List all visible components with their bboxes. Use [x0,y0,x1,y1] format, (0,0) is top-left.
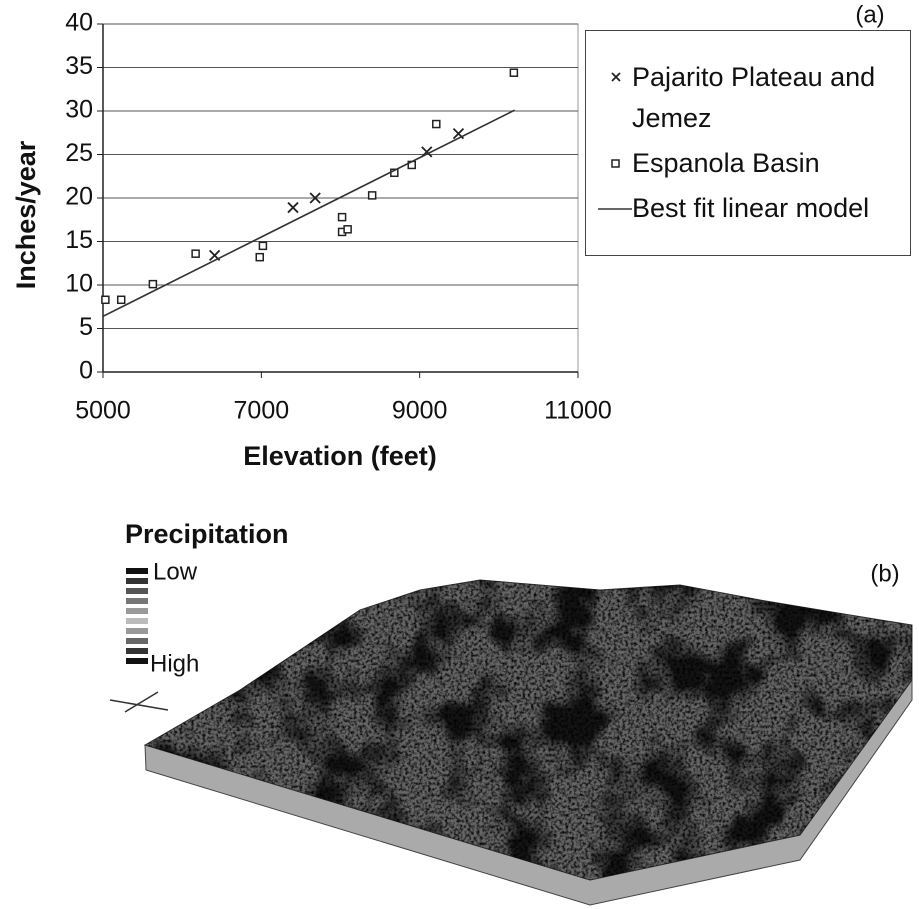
point-square [367,191,377,200]
point-x [309,192,321,204]
point-square [509,68,519,77]
x-tick-label: 9000 [392,397,448,425]
legend: Pajarito Plateau and Jemez Espanola Basin… [585,30,911,256]
y-tick-label: 15 [65,226,93,254]
point-square [101,295,110,305]
legend-symbol [611,72,621,82]
x-tick-label: 5000 [75,397,131,425]
legend-label: Espanola Basin [632,148,820,178]
precip-scale [126,568,148,664]
compass [109,691,169,713]
point-square [116,295,126,305]
x-tick-label: 11000 [544,397,612,425]
y-tick-label: 20 [65,183,93,211]
legend-square [611,159,620,168]
y-tick-label: 10 [65,270,93,298]
y-tick-label: 40 [65,9,93,37]
x-tick-label: 7000 [234,397,290,425]
legend-symbol [598,208,632,210]
y-tick-label: 0 [79,357,93,385]
point-square [432,119,441,129]
point-square [337,212,347,222]
legend-x [611,72,621,82]
point-square [191,249,200,258]
point-square [258,241,268,251]
map-legend-high: High [150,650,199,677]
legend-entry: Espanola Basin [598,143,902,184]
terrain-shade [145,580,912,880]
panel-label: (a) [855,1,884,28]
y-tick-label: 30 [65,96,93,124]
legend-label: Pajarito Plateau and Jemez [632,62,876,133]
point-square [148,279,158,289]
point-x [287,201,299,214]
y-tick-label: 25 [65,139,93,167]
terrain-map [143,579,913,906]
y-tick-label: 5 [79,313,93,341]
point-square [343,225,352,234]
fit-line [102,109,516,318]
legend-entry: Best fit linear model [598,188,902,229]
y-axis-title: Inches/year [11,140,41,289]
panel-label: (b) [870,560,899,587]
legend-symbol [611,159,620,168]
legend-entry: Pajarito Plateau and Jemez [598,57,902,139]
legend-label: Best fit linear model [632,193,870,223]
y-tick-label: 35 [65,52,93,80]
map-legend-low: Low [153,558,198,585]
map-legend-title: Precipitation [125,519,289,549]
point-square [255,252,264,262]
x-axis-title: Elevation (feet) [243,441,437,471]
